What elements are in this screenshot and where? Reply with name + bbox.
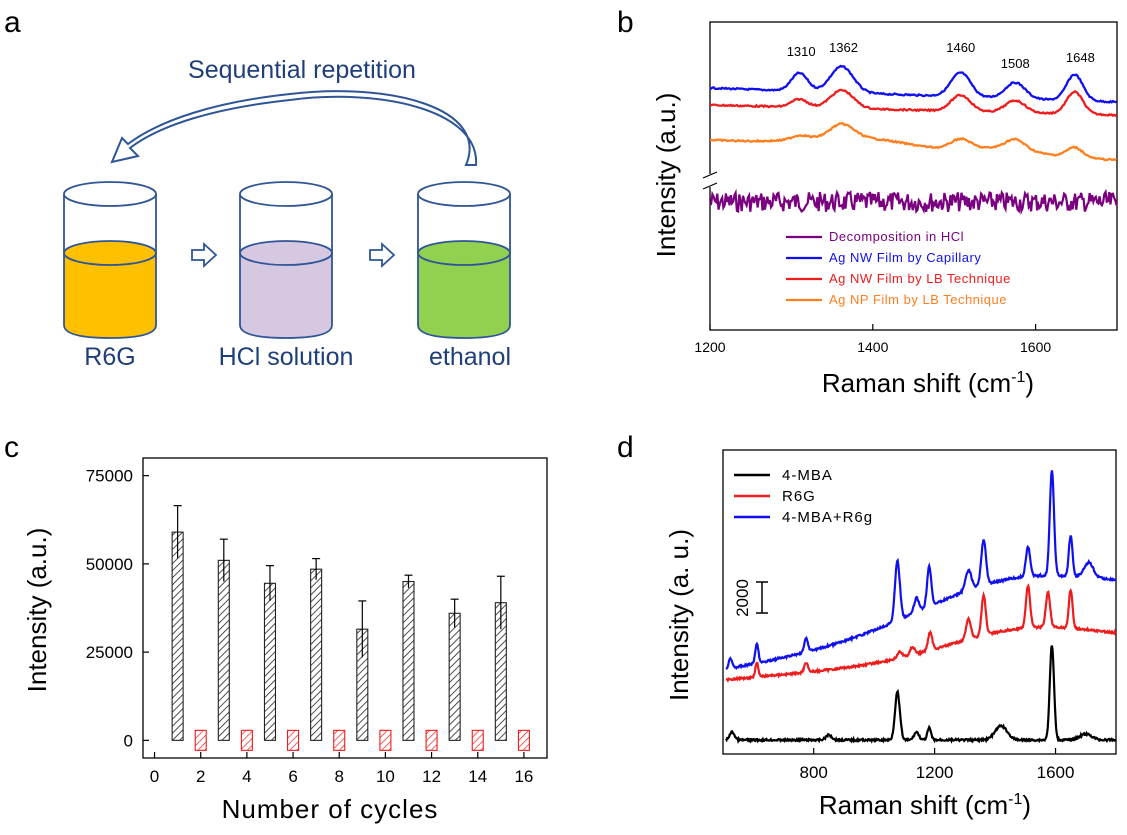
panel-c-letter: c xyxy=(4,431,19,464)
bar xyxy=(425,729,438,751)
bar xyxy=(194,729,207,751)
panel-c: c 0 2 4 6 8 10 12 14 16 0 25000 50000 75000 Number o… xyxy=(4,431,548,824)
x-axis-title-d: Raman shift (cm-1) xyxy=(819,790,1031,820)
series-line xyxy=(725,645,1117,745)
beaker-label: ethanol xyxy=(429,343,511,371)
legend-label: 4-MBA+R6g xyxy=(782,509,873,526)
peak-label: 1460 xyxy=(946,40,975,55)
scale-bar: 2000 xyxy=(733,579,768,617)
peak-label: 1508 xyxy=(1001,56,1030,71)
x-tick-label: 8 xyxy=(334,767,343,786)
series-line xyxy=(709,88,1118,118)
peak-label: 1362 xyxy=(829,40,858,55)
peak-label: 1310 xyxy=(787,44,816,59)
legend-label: Ag NP Film by LB Technique xyxy=(829,292,1007,307)
x-ticks-b: 1200 1400 1600 xyxy=(694,324,1051,355)
bar xyxy=(379,729,392,751)
beaker-hcl xyxy=(239,181,333,339)
bar xyxy=(517,729,530,751)
beaker-r6g xyxy=(63,181,157,339)
x-tick-label: 1600 xyxy=(1020,339,1051,355)
bar xyxy=(240,729,253,751)
arrow-right-icon xyxy=(369,241,396,269)
beaker-liquid xyxy=(240,253,332,338)
legend-label: Ag NW Film by LB Technique xyxy=(829,271,1011,286)
bar xyxy=(287,729,300,751)
x-axis-title-b: Raman shift (cm-1) xyxy=(822,368,1034,398)
bars-c xyxy=(171,505,530,751)
legend-label: R6G xyxy=(782,488,816,505)
bar xyxy=(217,559,230,741)
scale-bar-label: 2000 xyxy=(733,579,752,617)
beaker-label: HCl solution xyxy=(219,343,354,371)
x-tick-label: 4 xyxy=(242,767,251,786)
bar xyxy=(471,729,484,751)
x-tick-label: 1200 xyxy=(916,763,954,782)
series-line xyxy=(725,583,1117,683)
x-ticks-d: 800 1200 1600 xyxy=(800,748,1075,782)
y-axis-title-c: Intensity (a.u.) xyxy=(22,528,52,693)
spectra-b xyxy=(709,64,1118,216)
x-tick-label: 16 xyxy=(514,767,533,786)
panel-b-letter: b xyxy=(617,6,634,39)
x-tick-label: 0 xyxy=(150,767,159,786)
axis-break-icon xyxy=(702,171,718,190)
series-line xyxy=(709,122,1118,162)
legend-label: 4-MBA xyxy=(782,467,833,484)
legend-b: Decomposition in HCl Ag NW Film by Capill… xyxy=(786,229,1011,307)
series-line xyxy=(709,64,1117,104)
y-tick-label: 0 xyxy=(124,731,133,750)
bar xyxy=(333,729,346,751)
panel-a: a Sequential repetition R6G HCl xyxy=(4,6,511,371)
arrow-label: Sequential repetition xyxy=(188,56,416,84)
y-tick-label: 50000 xyxy=(86,555,133,574)
bar xyxy=(448,612,461,741)
ticks-c: 0 2 4 6 8 10 12 14 16 0 25000 50000 75000 xyxy=(86,467,534,786)
x-tick-label: 6 xyxy=(288,767,297,786)
beaker-liquid xyxy=(418,253,510,338)
beaker-ethanol xyxy=(417,181,511,339)
x-tick-label: 1600 xyxy=(1037,763,1075,782)
series-line xyxy=(709,188,1118,216)
return-arrow-icon xyxy=(110,90,478,166)
peak-label: 1648 xyxy=(1066,50,1095,65)
series-line xyxy=(725,470,1116,671)
x-tick-label: 14 xyxy=(468,767,487,786)
beaker-label: R6G xyxy=(84,343,135,371)
panel-d-letter: d xyxy=(617,431,634,464)
x-tick-label: 1200 xyxy=(694,339,725,355)
spectra-d xyxy=(725,470,1117,745)
bar xyxy=(171,531,184,741)
x-tick-label: 2 xyxy=(196,767,205,786)
x-tick-label: 10 xyxy=(376,767,395,786)
plot-frame xyxy=(722,449,1117,755)
legend-label: Ag NW Film by Capillary xyxy=(829,250,981,265)
panel-a-letter: a xyxy=(4,6,21,39)
y-axis-title-b: Intensity (a.u.) xyxy=(651,93,681,258)
bar xyxy=(263,582,277,741)
arrow-right-icon xyxy=(191,241,218,269)
legend-d: 4-MBA R6G 4-MBA+R6g xyxy=(734,467,873,526)
y-tick-label: 25000 xyxy=(86,643,133,662)
x-tick-label: 1400 xyxy=(857,339,888,355)
x-axis-title-c: Number of cycles xyxy=(222,794,439,824)
peak-labels: 1310 1362 1460 1508 1648 xyxy=(787,40,1095,71)
panel-b: b 1200 1400 1600 1310 1362 1460 1508 1648 Deco… xyxy=(617,6,1118,398)
panel-d: d 800 1200 1600 4-MBA R6G 4-MBA+R6g 2000 Ram… xyxy=(617,431,1117,820)
bar xyxy=(402,580,415,741)
legend-label: Decomposition in HCl xyxy=(829,229,964,244)
y-tick-label: 75000 xyxy=(86,467,133,486)
y-axis-title-d: Intensity (a. u.) xyxy=(664,529,694,701)
beaker-liquid xyxy=(64,253,156,338)
plot-frame xyxy=(142,457,548,759)
x-tick-label: 12 xyxy=(422,767,441,786)
bar xyxy=(310,568,323,741)
x-tick-label: 800 xyxy=(800,763,828,782)
